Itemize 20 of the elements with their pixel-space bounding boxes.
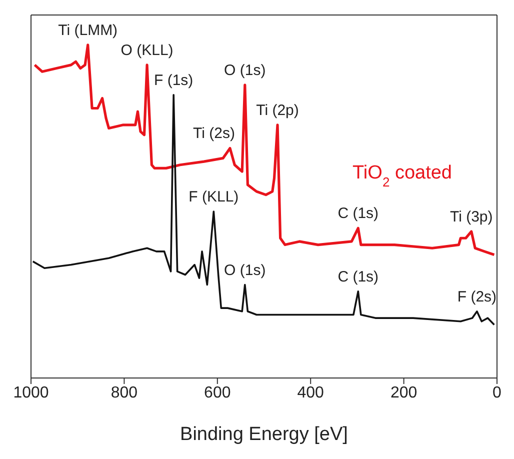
x-tick-label: 800 [110, 384, 138, 402]
annotation: F (KLL) [188, 188, 239, 206]
annotation: C (1s) [338, 268, 379, 286]
annotation: Ti (2p) [256, 102, 299, 119]
x-tick-label: 1000 [13, 384, 49, 402]
annotation: F (1s) [154, 72, 194, 89]
x-tick-label: 400 [297, 384, 324, 402]
annotation: O (1s) [224, 262, 266, 279]
annotation: O (1s) [224, 62, 266, 79]
x-axis-title: Binding Energy [eV] [180, 424, 348, 445]
x-tick-label: 600 [204, 384, 231, 402]
annotation: Ti (3p) [450, 208, 493, 226]
annotation: Ti (LMM) [58, 22, 118, 39]
annotation: Ti (2s) [193, 125, 235, 142]
text: TiO$_{2}$ coated [352, 162, 452, 189]
annotation: O (KLL) [120, 42, 174, 59]
annotation: C (1s) [338, 205, 379, 222]
x-tick-label: 200 [390, 384, 418, 402]
x-tick-label: 0 [492, 384, 502, 402]
annotation: F (2s) [457, 288, 497, 306]
